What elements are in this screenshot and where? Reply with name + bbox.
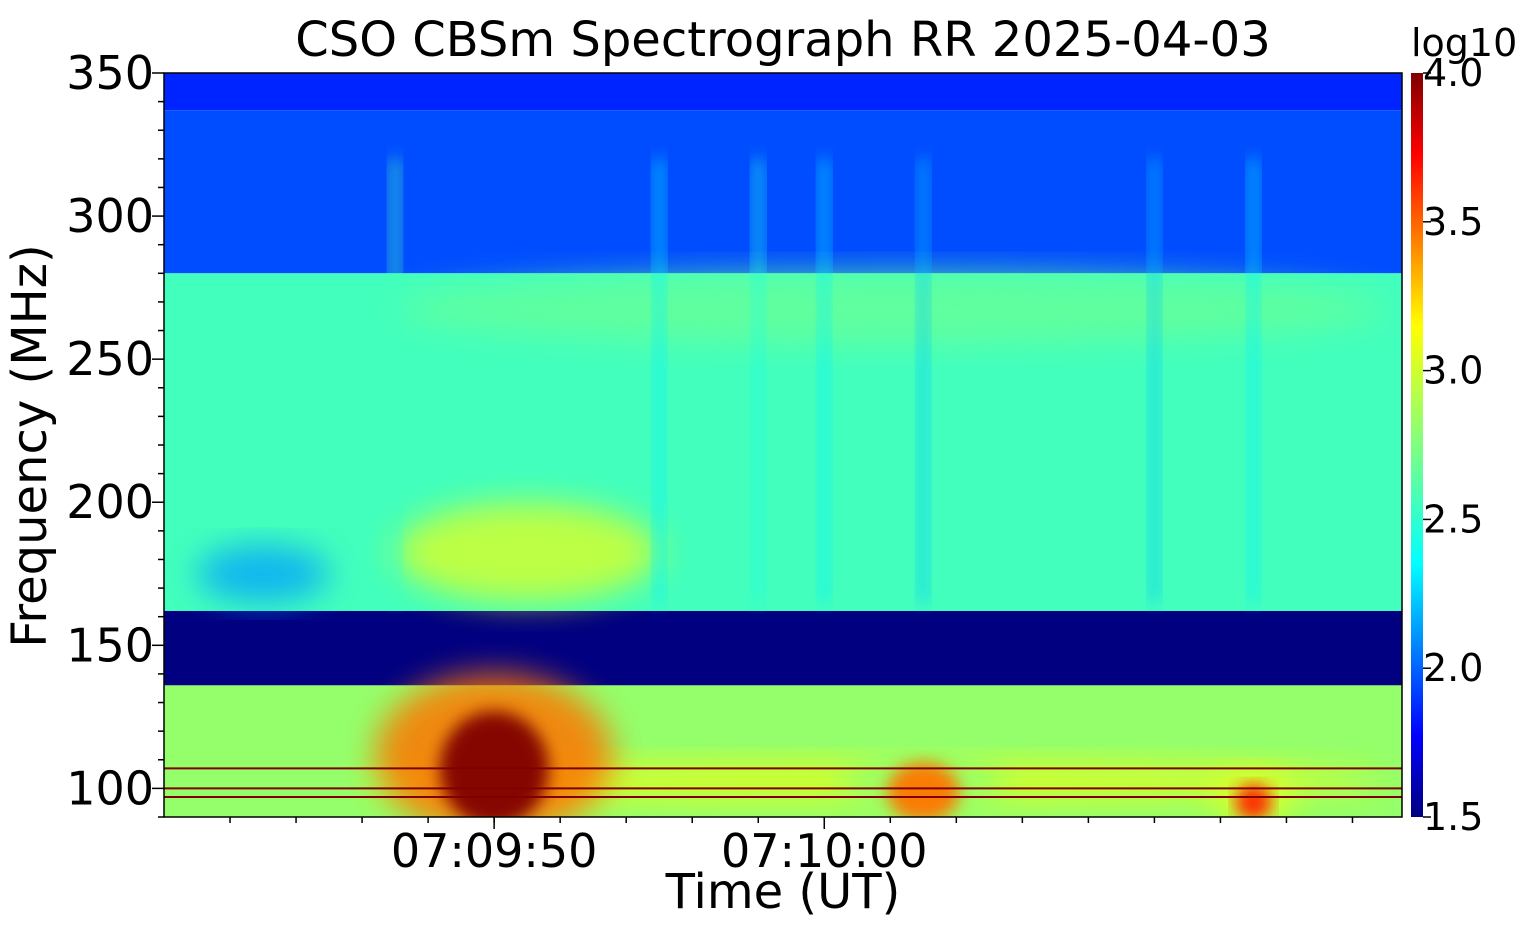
y-tick-label: 100 bbox=[66, 761, 154, 815]
colorbar-bar bbox=[1411, 73, 1423, 817]
colorbar-tick-label: 1.5 bbox=[1423, 795, 1483, 839]
emission-features bbox=[197, 273, 1386, 817]
y-axis: 100 150 200 250 300 350 bbox=[66, 46, 164, 818]
y-tick-label: 200 bbox=[66, 475, 154, 529]
burst-streak-3 bbox=[818, 158, 831, 603]
band-0 bbox=[164, 73, 1402, 111]
x-axis-label: Time (UT) bbox=[665, 864, 901, 920]
colorbar-tick-label: 4.0 bbox=[1423, 51, 1483, 95]
burst-streak-5 bbox=[1148, 158, 1161, 603]
colorbar-ticks: 1.5 2.0 2.5 3.0 3.5 4.0 bbox=[1423, 51, 1483, 839]
burst-core-2 bbox=[1235, 783, 1272, 817]
emission-region-0 bbox=[395, 273, 1386, 345]
colorbar: 1.5 2.0 2.5 3.0 3.5 4.0 bbox=[1411, 51, 1483, 839]
spectrogram-plot-area bbox=[164, 73, 1402, 817]
x-tick-label: 07:09:50 bbox=[391, 824, 598, 878]
chart-title: CSO CBSm Spectrograph RR 2025-04-03 bbox=[295, 12, 1271, 68]
burst-streak-2 bbox=[752, 158, 765, 603]
frequency-bands bbox=[164, 73, 1402, 817]
burst-streaks bbox=[389, 158, 1260, 603]
burst-streak-0 bbox=[389, 158, 402, 603]
y-tick-label: 250 bbox=[66, 332, 154, 386]
y-tick-label: 300 bbox=[66, 189, 154, 243]
burst-core-0 bbox=[439, 711, 549, 817]
emission-region-4 bbox=[197, 545, 330, 603]
burst-streak-4 bbox=[917, 158, 930, 603]
colorbar-tick-label: 2.5 bbox=[1423, 497, 1483, 541]
band-1 bbox=[164, 110, 1402, 274]
y-axis-label: Frequency (MHz) bbox=[2, 244, 58, 648]
colorbar-tick-label: 3.5 bbox=[1423, 200, 1483, 244]
y-tick-label: 350 bbox=[66, 46, 154, 100]
colorbar-tick-label: 2.0 bbox=[1423, 646, 1483, 690]
burst-core-1 bbox=[887, 761, 960, 817]
burst-streak-1 bbox=[653, 158, 666, 603]
band-3 bbox=[164, 610, 1402, 686]
x-axis: 07:09:50 07:10:00 bbox=[229, 817, 1354, 878]
colorbar-label: log10 bbox=[1411, 21, 1518, 65]
y-tick-label: 150 bbox=[66, 618, 154, 672]
x-tick-label: 07:10:00 bbox=[721, 824, 928, 878]
colorbar-tick-label: 3.0 bbox=[1423, 349, 1483, 393]
emission-region-1 bbox=[395, 502, 660, 603]
burst-streak-6 bbox=[1247, 158, 1260, 603]
rfi-lines bbox=[164, 767, 1402, 798]
